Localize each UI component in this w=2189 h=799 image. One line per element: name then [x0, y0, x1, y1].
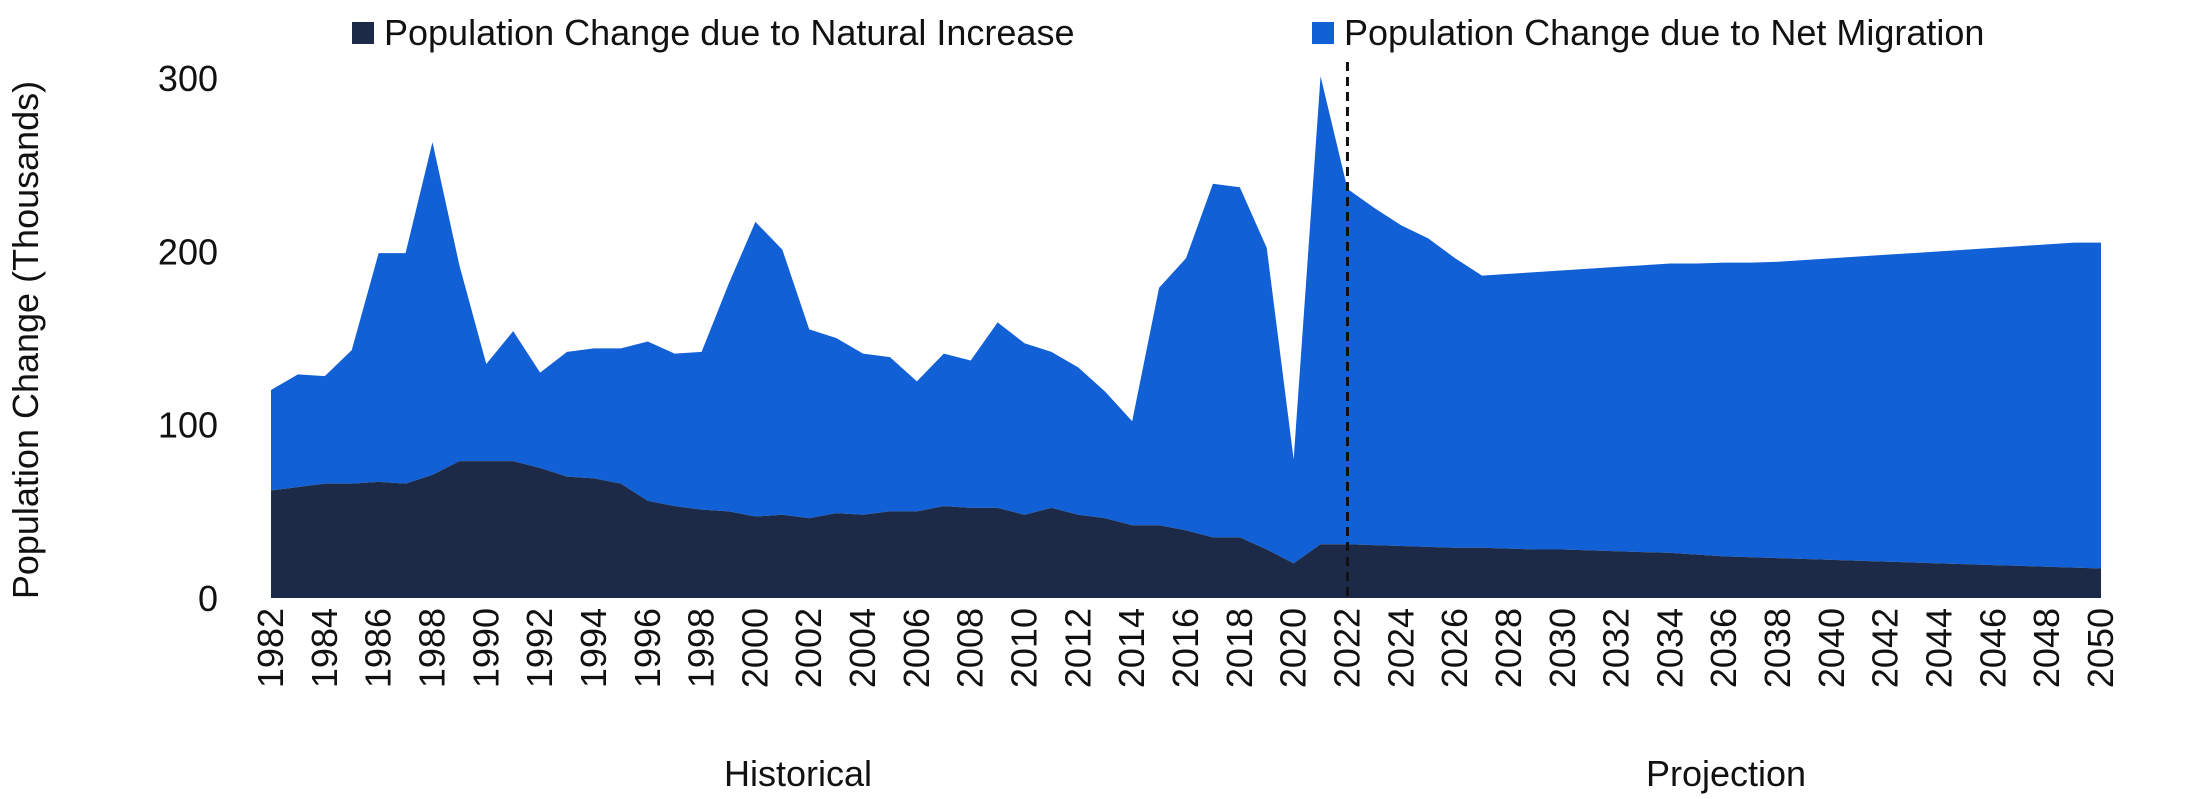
x-tick-label: 2036: [1703, 608, 1744, 688]
x-tick-label: 2022: [1326, 608, 1367, 688]
legend-label-natural-increase: Population Change due to Natural Increas…: [384, 12, 1074, 53]
x-tick-label: 2044: [1919, 608, 1960, 688]
x-tick-label: 2042: [1865, 608, 1906, 688]
section-label-historical: Historical: [724, 753, 872, 794]
x-tick-label: 2030: [1542, 608, 1583, 688]
x-tick-label: 2008: [950, 608, 991, 688]
x-tick-label: 1996: [627, 608, 668, 688]
x-tick-label: 2026: [1434, 608, 1475, 688]
x-tick-label: 2032: [1596, 608, 1637, 688]
x-tick-label: 2010: [1004, 608, 1045, 688]
y-axis-ticks: 0 100 200 300: [158, 58, 218, 619]
x-tick-label: 2012: [1057, 608, 1098, 688]
x-tick-label: 1988: [411, 608, 452, 688]
y-tick-label: 300: [158, 58, 218, 99]
plot-areas: [271, 76, 2101, 598]
area-series-net-migration: [271, 76, 2101, 569]
legend: Population Change due to Natural Increas…: [352, 12, 1984, 53]
x-tick-label: 2020: [1273, 608, 1314, 688]
x-tick-label: 1994: [573, 608, 614, 688]
x-tick-label: 2004: [842, 608, 883, 688]
x-tick-label: 1984: [304, 608, 345, 688]
x-tick-label: 1992: [519, 608, 560, 688]
x-tick-label: 1982: [250, 608, 291, 688]
x-tick-label: 2050: [2080, 608, 2121, 688]
x-tick-label: 2016: [1165, 608, 1206, 688]
y-axis-title: Population Change (Thousands): [5, 81, 46, 599]
y-tick-label: 200: [158, 231, 218, 272]
area-series-natural-increase: [271, 461, 2101, 598]
x-tick-label: 1986: [358, 608, 399, 688]
x-tick-label: 2034: [1649, 608, 1690, 688]
x-tick-label: 1998: [681, 608, 722, 688]
x-tick-label: 2038: [1757, 608, 1798, 688]
legend-label-net-migration: Population Change due to Net Migration: [1344, 12, 1984, 53]
x-axis-ticks: 1982 1984 1986 1988 1990 1992 1994 1996 1998 2000…: [250, 608, 2121, 688]
legend-swatch-net-migration: [1312, 22, 1334, 44]
x-tick-label: 2048: [2026, 608, 2067, 688]
x-tick-label: 2028: [1488, 608, 1529, 688]
y-tick-label: 100: [158, 405, 218, 446]
legend-swatch-natural-increase: [352, 22, 374, 44]
x-tick-label: 1990: [465, 608, 506, 688]
x-tick-label: 2006: [896, 608, 937, 688]
x-tick-label: 2040: [1811, 608, 1852, 688]
section-label-projection: Projection: [1646, 753, 1806, 794]
x-tick-label: 2000: [734, 608, 775, 688]
y-tick-label: 0: [198, 578, 218, 619]
x-tick-label: 2024: [1380, 608, 1421, 688]
x-tick-label: 2014: [1111, 608, 1152, 688]
x-tick-label: 2046: [1972, 608, 2013, 688]
x-tick-label: 2018: [1219, 608, 1260, 688]
x-tick-label: 2002: [788, 608, 829, 688]
